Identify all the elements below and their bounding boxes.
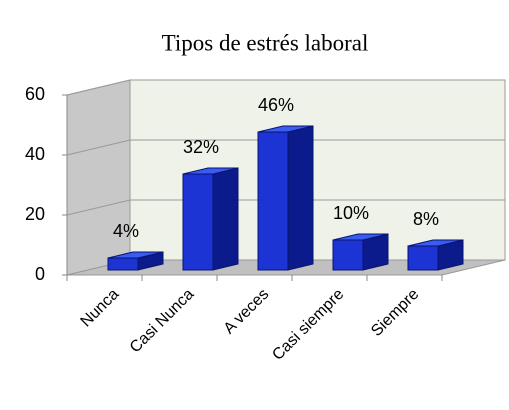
x-tick-label: A veces: [221, 286, 273, 338]
value-label: 4%: [113, 221, 139, 241]
x-tick-label: Nunca: [78, 286, 123, 331]
x-tick-label: Casi Nunca: [127, 286, 198, 357]
grid-line: [66, 199, 505, 216]
x-tick-label: Siempre: [368, 286, 422, 340]
bar: [182, 173, 214, 271]
value-label: 8%: [413, 209, 439, 229]
value-label: 10%: [333, 203, 369, 223]
side-wall: [66, 79, 131, 276]
bar-side: [287, 125, 314, 271]
y-tick-label: 40: [25, 144, 45, 164]
chart-title: Tipos de estrés laboral: [162, 30, 369, 55]
bar: [107, 257, 139, 271]
bar: [257, 131, 289, 271]
value-label: 32%: [183, 137, 219, 157]
bar: [407, 245, 439, 271]
grid-line: [66, 139, 505, 156]
y-tick-label: 60: [25, 84, 45, 104]
bar-side: [212, 167, 239, 271]
grid-line: [66, 79, 505, 96]
y-tick-label: 20: [25, 204, 45, 224]
x-tick-label: Casi siempre: [269, 286, 347, 364]
value-label: 46%: [258, 95, 294, 115]
bar: [332, 239, 364, 271]
y-tick-label: 0: [35, 264, 45, 284]
